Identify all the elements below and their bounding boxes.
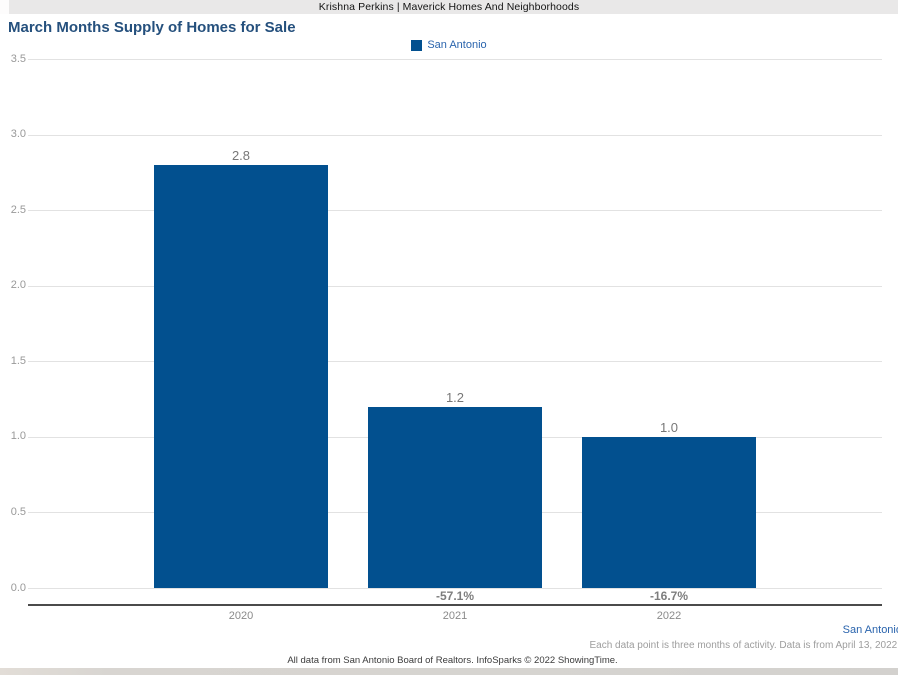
footer-series-label: San Antonio <box>842 624 898 636</box>
x-axis-category-label: 2021 <box>442 610 468 622</box>
y-axis-tick-label: 2.0 <box>10 279 26 292</box>
legend-label: San Antonio <box>427 39 487 51</box>
x-axis-category-label: 2020 <box>228 610 254 622</box>
pct-change-label: -57.1% <box>435 589 475 603</box>
bar-2021[interactable] <box>368 406 542 588</box>
bar-2020[interactable] <box>154 164 328 588</box>
bar-value-label: 1.2 <box>445 389 465 405</box>
y-axis-tick-label: 1.5 <box>10 354 26 367</box>
y-gridline <box>28 134 882 136</box>
window-title-bar: Krishna Perkins | Maverick Homes And Nei… <box>0 0 898 14</box>
y-axis-tick-label: 1.0 <box>10 430 26 443</box>
y-axis-tick-label: 0.0 <box>10 581 26 594</box>
pct-change-label: -16.7% <box>649 589 689 603</box>
x-axis-line <box>28 604 882 606</box>
y-gridline <box>28 588 882 589</box>
footer-attribution: All data from San Antonio Board of Realt… <box>287 655 618 666</box>
legend-swatch-icon <box>411 39 423 51</box>
topbar-corner-notch <box>0 0 9 14</box>
desktop-edge-strip <box>0 668 898 675</box>
y-gridline <box>28 361 882 363</box>
bar-value-label: 2.8 <box>231 147 251 163</box>
y-axis-tick-label: 3.5 <box>10 52 26 65</box>
window-title: Krishna Perkins | Maverick Homes And Nei… <box>318 1 580 13</box>
footer-note: Each data point is three months of activ… <box>589 640 898 651</box>
y-gridline <box>28 285 882 287</box>
y-gridline <box>28 59 882 60</box>
y-axis-tick-label: 0.5 <box>10 505 26 518</box>
chart-title: March Months Supply of Homes for Sale <box>8 19 296 36</box>
y-gridline <box>28 210 882 212</box>
bar-value-label: 1.0 <box>659 419 679 435</box>
x-axis-category-label: 2022 <box>656 610 682 622</box>
legend-item-san-antonio[interactable]: San Antonio <box>411 39 487 51</box>
chart-legend: San Antonio <box>0 39 898 51</box>
y-axis-tick-label: 3.0 <box>10 128 26 141</box>
bar-2022[interactable] <box>582 436 756 588</box>
y-axis-tick-label: 2.5 <box>10 203 26 216</box>
